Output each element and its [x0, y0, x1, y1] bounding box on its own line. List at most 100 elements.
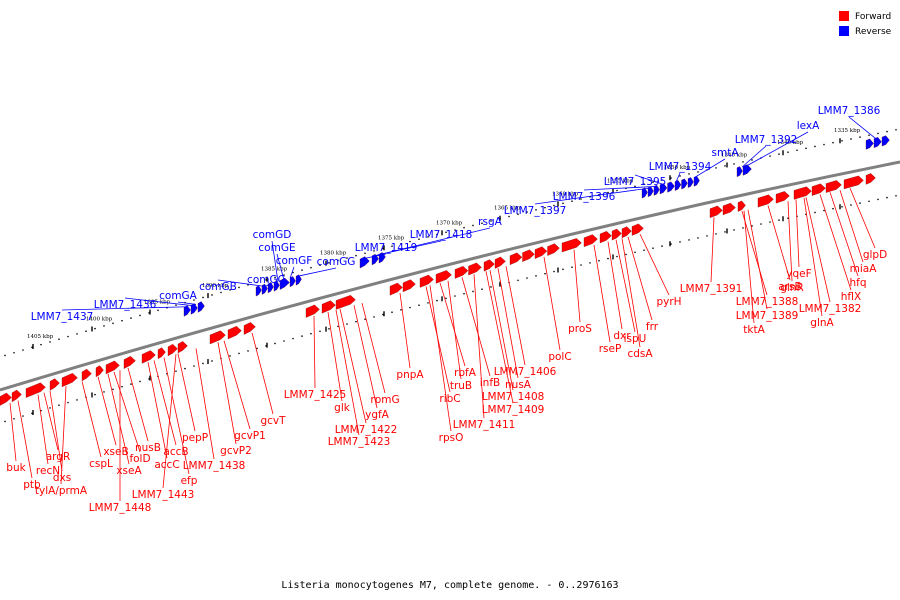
gene-label: pyrH — [656, 296, 681, 308]
scale-dot-upper — [751, 159, 753, 161]
scale-dot-upper — [895, 129, 897, 131]
scale-dot-upper — [400, 243, 402, 245]
gene-label: comGA — [159, 290, 198, 302]
label-leader-line — [505, 266, 526, 366]
reverse-gene-arrow — [255, 285, 262, 297]
gene-label: LMM7_1382 — [799, 303, 862, 315]
scale-dot-lower — [373, 316, 375, 318]
scale-dot-lower — [634, 251, 636, 254]
scale-dot-upper — [634, 185, 636, 188]
reverse-gene-arrow — [190, 303, 198, 315]
label-leader-line — [461, 277, 491, 377]
gene-label: LMM7_1409 — [482, 404, 545, 416]
scale-dot-upper — [373, 250, 375, 252]
scale-dot-upper — [796, 149, 798, 152]
forward-gene-arrow — [534, 246, 548, 259]
scale-dot-upper — [508, 215, 510, 218]
gene-label: LMM7_1392 — [735, 134, 798, 146]
scale-tick-label: 1370 kbp — [436, 220, 463, 226]
scale-dot-lower — [175, 370, 177, 372]
scale-tick-mark — [726, 162, 728, 168]
scale-dot-lower — [427, 302, 429, 304]
reverse-gene-arrow — [273, 280, 280, 292]
scale-tick-mark-lower — [557, 267, 559, 273]
scale-dot-lower — [229, 355, 231, 357]
forward-gene-arrow — [243, 322, 256, 335]
label-leader-line — [710, 217, 715, 283]
scale-dot-lower — [193, 365, 195, 367]
scale-dot-upper — [337, 259, 339, 262]
legend-reverse-swatch — [839, 26, 849, 36]
scale-dot-lower — [490, 286, 492, 288]
scale-dot-lower — [553, 270, 555, 273]
scale-dot-lower — [49, 407, 51, 409]
label-leader-line — [429, 285, 452, 432]
forward-gene-arrow — [11, 389, 22, 403]
scale-dot-upper — [778, 153, 780, 155]
label-leader-line — [297, 267, 337, 277]
reverse-gene-arrow — [641, 187, 648, 199]
scale-dot-lower — [463, 292, 465, 295]
scale-dot-lower — [274, 342, 276, 345]
reverse-gene-arrow — [873, 137, 882, 148]
gene-label: efp — [181, 475, 198, 487]
reverse-gene-arrow — [865, 138, 874, 150]
gene-label: LMM7_1389 — [736, 310, 799, 322]
reverse-gene-arrow — [289, 276, 296, 288]
scale-dot-upper — [607, 191, 609, 194]
label-leader-line — [399, 293, 411, 369]
forward-gene-arrow — [509, 252, 523, 265]
label-leader-line — [9, 402, 17, 462]
scale-dot-upper — [733, 163, 735, 165]
gene-label: hfq — [849, 277, 866, 289]
gene-label: LMM7_1388 — [736, 296, 799, 308]
reverse-gene-arrow — [742, 164, 752, 176]
label-leader-line — [97, 376, 117, 446]
scale-dot-upper — [409, 240, 411, 243]
reverse-gene-arrow — [681, 178, 688, 190]
scale-tick-mark — [325, 260, 327, 266]
label-leader-line — [829, 192, 859, 277]
forward-gene-arrow — [843, 175, 864, 190]
scale-dot-lower — [454, 295, 456, 297]
forward-gene-arrow — [321, 300, 336, 314]
scale-tick-label: 1385 kbp — [261, 267, 288, 273]
reverse-gene-arrow — [267, 282, 274, 294]
forward-gene-arrow — [709, 205, 723, 218]
reverse-gene-arrow — [667, 181, 675, 193]
scale-dot-lower — [814, 211, 816, 214]
scale-dot-lower — [868, 200, 870, 203]
gene-label: smtA — [712, 147, 740, 159]
scale-dot-upper — [220, 291, 222, 294]
scale-dot-upper — [229, 289, 231, 291]
scale-dot-lower — [13, 417, 15, 420]
forward-gene-arrow — [157, 347, 166, 360]
label-leader-line — [593, 244, 611, 343]
gene-label: LMM7_1406 — [494, 366, 557, 378]
scale-tick-mark-lower — [266, 342, 268, 348]
reverse-gene-arrow — [659, 183, 668, 195]
scale-tick-mark-lower — [726, 228, 728, 234]
scale-dot-lower — [895, 195, 897, 197]
gene-label: comGD — [253, 229, 292, 241]
scale-tick-mark-lower — [441, 296, 443, 302]
scale-tick-mark — [207, 293, 209, 299]
scale-dot-lower — [778, 219, 780, 221]
gene-label: gcvP2 — [220, 445, 252, 457]
gene-label: cdsA — [627, 348, 653, 360]
scale-dot-lower — [625, 253, 627, 256]
label-leader-line — [177, 301, 197, 305]
scale-dot-upper — [157, 309, 159, 312]
scale-dot-upper — [787, 151, 789, 153]
scale-tick-label: 1355 kbp — [607, 178, 634, 184]
label-leader-line — [327, 312, 343, 402]
gene-label: pnpA — [396, 369, 424, 381]
gene-label: LMM7_1411 — [453, 419, 516, 431]
forward-gene-arrow — [722, 202, 736, 216]
scale-dot-lower — [472, 290, 474, 293]
gene-label: rbfA — [454, 367, 477, 379]
label-leader-line — [743, 210, 755, 324]
scale-dot-lower — [481, 288, 483, 291]
gene-label: LMM7_1418 — [410, 229, 473, 241]
forward-gene-arrow — [468, 262, 482, 276]
